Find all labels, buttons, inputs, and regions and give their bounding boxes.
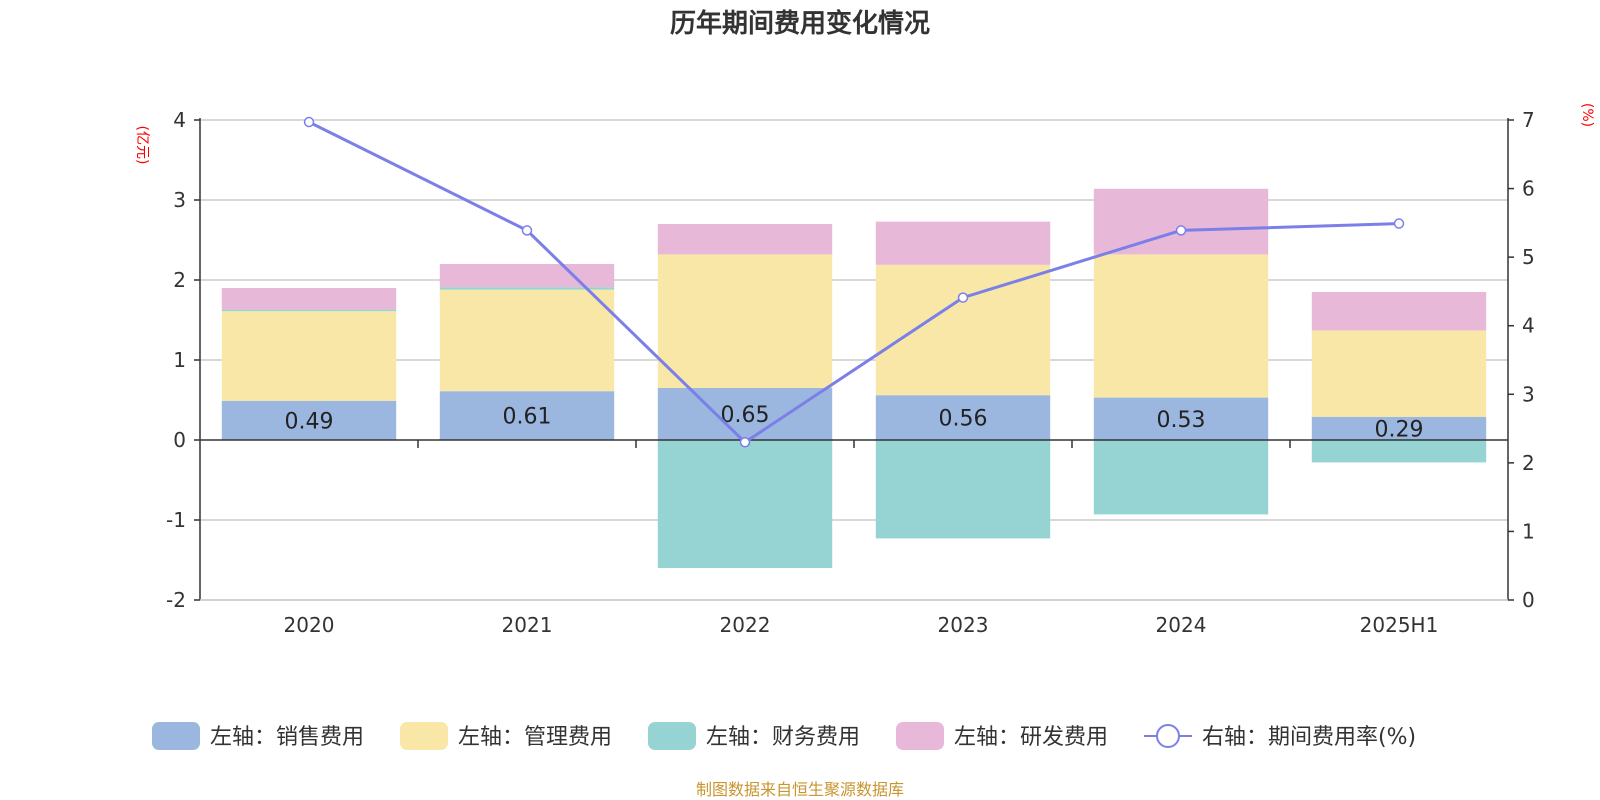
legend-item: 左轴：管理费用 (400, 722, 612, 750)
bar-segment (221, 400, 397, 440)
x-axis-tick-label: 2025H1 (1360, 613, 1439, 637)
bar-series (221, 188, 1487, 568)
legend-swatch (400, 722, 448, 750)
data-label: 0.65 (721, 403, 770, 428)
legend-item: 左轴：财务费用 (648, 722, 860, 750)
rate-point (521, 225, 533, 236)
bar-segment (221, 288, 397, 310)
bar-segment (1311, 440, 1487, 463)
left-axis-tick-label: 1 (173, 348, 186, 372)
x-axis-tick-label: 2020 (284, 613, 335, 637)
legend-item: 左轴：研发费用 (896, 722, 1108, 750)
data-label: 0.49 (285, 409, 334, 434)
right-axis-unit: (%) (1579, 103, 1595, 127)
right-axis-tick-label: 2 (1522, 451, 1535, 475)
legend-swatch (896, 722, 944, 750)
x-axis-tick-label: 2022 (720, 613, 771, 637)
legend-item: 左轴：销售费用 (152, 722, 364, 750)
left-axis-tick-label: -1 (166, 508, 186, 532)
legend-label: 右轴：期间费用率(%) (1202, 725, 1416, 750)
rate-point (1175, 225, 1187, 236)
bar-segment (1093, 254, 1269, 398)
data-label: 0.56 (939, 407, 988, 432)
bar-segment (875, 395, 1051, 440)
right-axis-tick-label: 5 (1522, 245, 1535, 269)
bar-segment (1093, 188, 1269, 255)
x-axis-tick-label: 2023 (938, 613, 989, 637)
left-axis-tick-label: -2 (166, 588, 186, 612)
source-note: 制图数据来自恒生聚源数据库 (696, 780, 904, 799)
x-axis-tick-label: 2021 (502, 613, 553, 637)
data-label: 0.29 (1375, 417, 1424, 442)
bar-segment (875, 221, 1051, 265)
bar-segment (1311, 416, 1487, 440)
rate-point (957, 292, 969, 303)
right-axis-tick-label: 6 (1522, 177, 1535, 201)
data-label: 0.61 (503, 405, 552, 430)
legend-swatch (648, 722, 696, 750)
line-series (303, 116, 1405, 448)
left-axis-unit: (亿元) (134, 126, 150, 165)
legend-label: 左轴：销售费用 (210, 725, 364, 750)
bar-segment (1093, 397, 1269, 440)
bar-segment (875, 440, 1051, 539)
right-axis-tick-label: 7 (1522, 108, 1535, 132)
left-axis-tick-label: 0 (173, 428, 186, 452)
bar-segment (439, 264, 615, 288)
legend-label: 左轴：研发费用 (954, 725, 1108, 750)
data-label: 0.53 (1157, 408, 1206, 433)
legend-item: 右轴：期间费用率(%) (1144, 724, 1416, 750)
rate-point (1393, 218, 1405, 229)
right-axis-tick-label: 1 (1522, 519, 1535, 543)
bar-segment (875, 264, 1051, 396)
legend-swatch (152, 722, 200, 750)
rate-point (739, 437, 751, 448)
legend-label: 左轴：财务费用 (706, 725, 860, 750)
left-axis-tick-label: 4 (173, 108, 186, 132)
rate-point (303, 116, 315, 128)
bar-segment (439, 391, 615, 440)
right-axis-tick-label: 0 (1522, 588, 1535, 612)
bar-segment (221, 309, 397, 312)
legend-label: 左轴：管理费用 (458, 725, 612, 750)
x-axis-tick-label: 2024 (1156, 613, 1207, 637)
left-axis-tick-label: 3 (173, 188, 186, 212)
bar-segment (657, 254, 833, 388)
bar-segment (439, 287, 615, 290)
legend: 左轴：销售费用 左轴：管理费用 左轴：财务费用 左轴：研发费用 右轴：期间费用率(%) (152, 722, 1416, 750)
legend-marker (1156, 724, 1180, 748)
axes: 4 3 2 1 0 -1 -2 7 6 5 4 3 2 1 0 2020 2021 2022 2023 2024 202… (166, 108, 1535, 637)
bar-segment (1311, 292, 1487, 331)
bar-segment (1093, 440, 1269, 515)
bar-segment (439, 289, 615, 392)
right-axis-tick-label: 4 (1522, 314, 1535, 338)
bar-segment (657, 440, 833, 568)
chart-title: 历年期间费用变化情况 (670, 8, 930, 39)
bar-segment (657, 388, 833, 440)
bar-segment (657, 224, 833, 255)
bar-segment (221, 311, 397, 401)
right-axis-tick-label: 3 (1522, 382, 1535, 406)
bar-segment (1311, 330, 1487, 417)
data-labels: 0.49 0.61 0.65 0.56 0.53 0.29 (285, 403, 1424, 442)
left-axis-tick-label: 2 (173, 268, 186, 292)
rate-line (308, 120, 1400, 445)
